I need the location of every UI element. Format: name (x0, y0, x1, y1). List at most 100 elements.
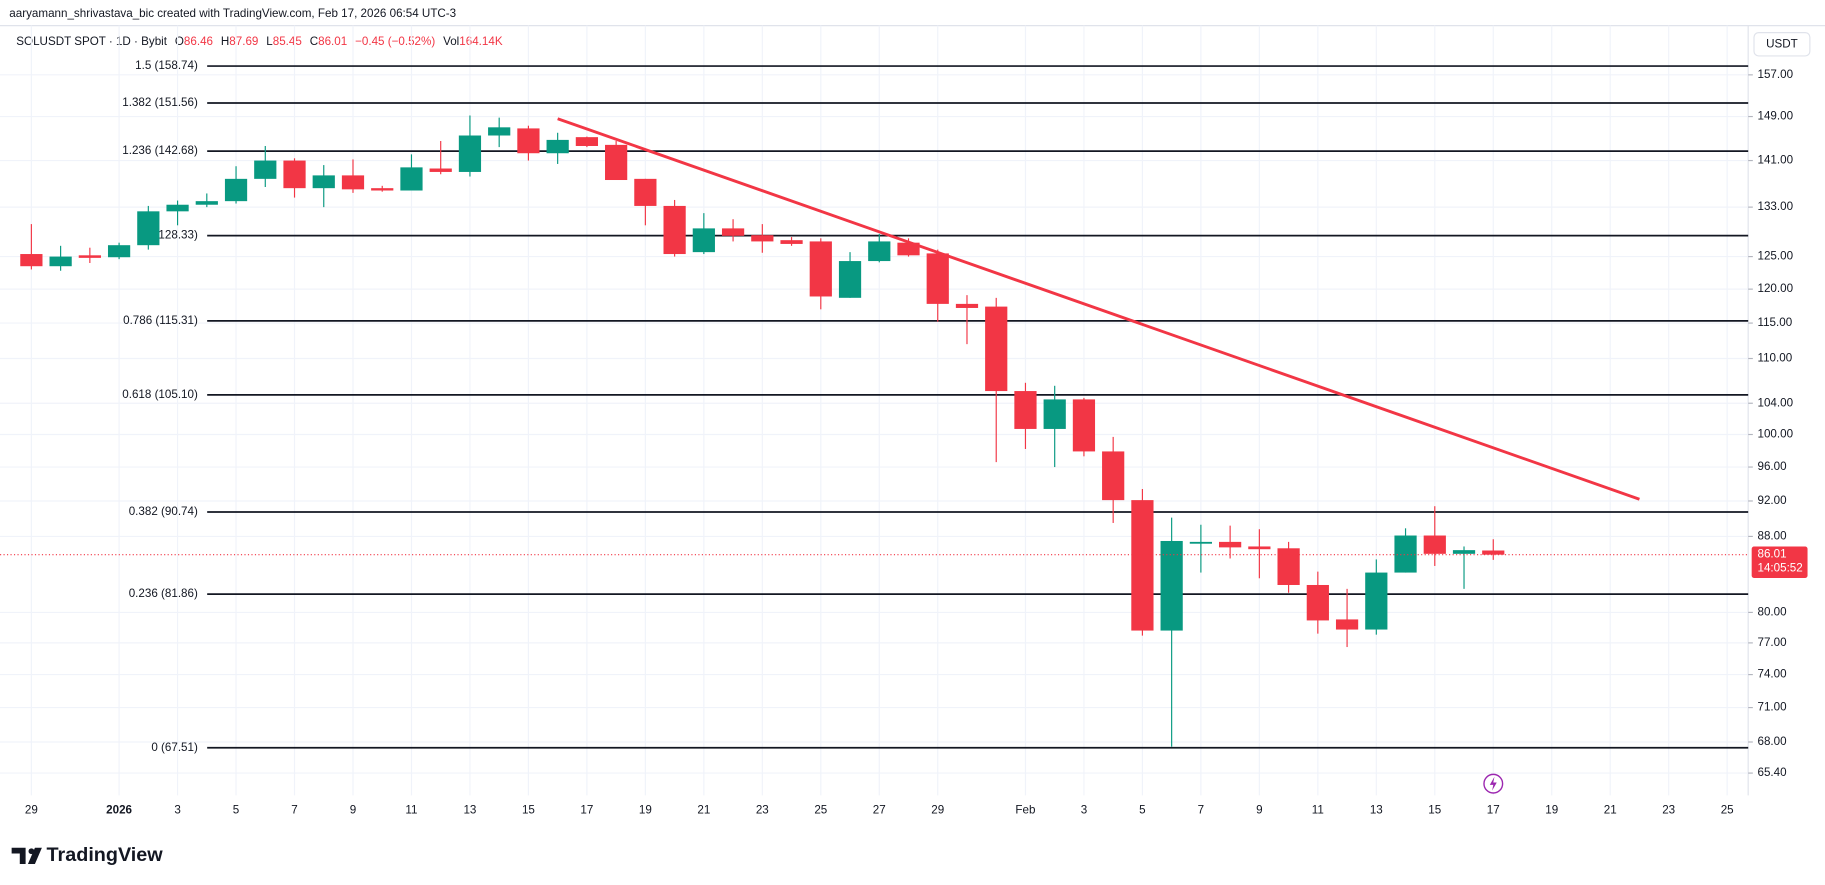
candle-body (809, 241, 832, 297)
candle-body (1219, 541, 1242, 548)
logo[interactable]: TradingView (11, 844, 164, 866)
x-tick-label: 7 (291, 804, 297, 817)
candle-body (137, 211, 160, 246)
fib-label: 1.5 (158.74) (135, 59, 198, 72)
y-tick-label: 71.00 (1757, 701, 1787, 714)
currency-button[interactable] (1753, 32, 1811, 57)
x-tick-label: 9 (1256, 804, 1262, 817)
y-tick-label: 149.00 (1757, 110, 1793, 123)
candle-body (1160, 540, 1183, 631)
x-tick-label: 17 (1487, 804, 1500, 817)
x-tick-label: 21 (697, 804, 710, 817)
candle-body (868, 241, 891, 262)
countdown: 14:05:52 (1757, 562, 1802, 575)
attribution: aaryamann_shrivastava_bic created with T… (9, 7, 456, 20)
candle-body (458, 135, 482, 172)
candle-body (926, 253, 949, 304)
candle-body (20, 254, 43, 267)
candle-body (1102, 451, 1125, 501)
candle-body (605, 144, 628, 181)
candle-body (107, 245, 131, 258)
candle-body (429, 168, 452, 172)
y-tick-label: 100.00 (1757, 428, 1793, 441)
x-tick-label: 25 (814, 804, 827, 817)
y-tick-label: 88.00 (1757, 530, 1787, 543)
volume-value: 164.14K (459, 35, 503, 48)
candle-body (254, 160, 277, 179)
y-tick-label: 77.00 (1757, 636, 1787, 649)
candle-body (195, 201, 218, 205)
candle-body (546, 139, 569, 154)
x-tick-label: 29 (25, 804, 38, 817)
x-tick-label: 3 (174, 804, 180, 817)
candle-body (283, 160, 306, 189)
candle-body (692, 228, 715, 253)
symbol-legend[interactable]: SOLUSDT SPOT · 1D · Bybit O86.46 H87.69 … (16, 35, 503, 48)
currency[interactable]: USDT (1766, 37, 1798, 50)
y-tick-label: 74.00 (1757, 668, 1787, 681)
fib-label: 0 (67.51) (151, 741, 198, 754)
x-tick-label: 11 (1312, 804, 1324, 817)
x-tick-label: 29 (931, 804, 944, 817)
y-tick-label: 65.40 (1757, 766, 1787, 779)
fib-label: 1.236 (142.68) (122, 144, 198, 157)
candle-body (838, 261, 862, 298)
x-tick-label: 15 (1428, 804, 1441, 817)
logo-dot (28, 848, 35, 855)
symbol[interactable]: SOLUSDT SPOT · 1D · Bybit (16, 35, 167, 48)
candle-body (1482, 550, 1505, 555)
y-tick-label: 120.00 (1757, 282, 1793, 295)
fib-label: 1.382 (151.56) (122, 96, 198, 109)
x-tick-label: 5 (1139, 804, 1145, 817)
candle-body (49, 256, 72, 267)
candle-body (1014, 391, 1037, 429)
volume-label: Vol (443, 35, 459, 48)
high-label: H (221, 35, 229, 48)
candle-body (78, 255, 101, 258)
y-tick-label: 125.00 (1757, 250, 1793, 263)
logo-mark (11, 847, 42, 865)
x-tick-label: 7 (1198, 804, 1204, 817)
change: −0.45 (−0.52%) (355, 35, 435, 48)
logo-text: TradingView (47, 844, 164, 866)
candle-body (1277, 548, 1300, 585)
x-tick-label: 11 (405, 804, 417, 817)
candle-body (166, 204, 189, 212)
open-label: O (175, 35, 184, 48)
high-value: 87.69 (229, 35, 258, 48)
candle-body (780, 240, 803, 244)
candle-body (634, 178, 657, 206)
y-tick-label: 68.00 (1757, 735, 1787, 748)
candle-body (341, 175, 365, 190)
close-label: C (310, 35, 318, 48)
x-tick-label: Feb (1015, 804, 1035, 817)
x-tick-label: 23 (1662, 804, 1675, 817)
candle-body (1365, 572, 1388, 630)
x-tick-label: 25 (1721, 804, 1734, 817)
fib-label: 0.618 (105.10) (122, 388, 198, 401)
last-price-box (1751, 546, 1808, 578)
y-tick-label: 115.00 (1757, 316, 1792, 329)
grid: 157.00 149.00 141.00 133.00 125.00 120.00 115.… (0, 25, 1794, 817)
candle-body (1394, 535, 1417, 573)
y-tick-label: 141.00 (1757, 154, 1793, 167)
candle-body (1423, 535, 1446, 554)
candle-body (224, 178, 248, 202)
trendline (557, 117, 1640, 501)
fib-levels: 1.5 (158.74) 1.382 (151.56) 1.236 (142.68)… (122, 59, 1749, 754)
x-tick-label: 5 (233, 804, 239, 817)
candle-body (488, 127, 511, 136)
x-tick-label: 17 (580, 804, 593, 817)
candle-body (751, 235, 774, 242)
candle-body (1189, 541, 1212, 544)
candle-body (517, 128, 540, 154)
open-value: 86.46 (184, 35, 213, 48)
y-tick-label: 157.00 (1757, 68, 1793, 81)
y-tick-label: 96.00 (1757, 460, 1787, 473)
candle-body (371, 188, 394, 191)
candle-body (575, 137, 599, 146)
x-tick-label: 3 (1081, 804, 1087, 817)
candle-body (1072, 399, 1096, 452)
